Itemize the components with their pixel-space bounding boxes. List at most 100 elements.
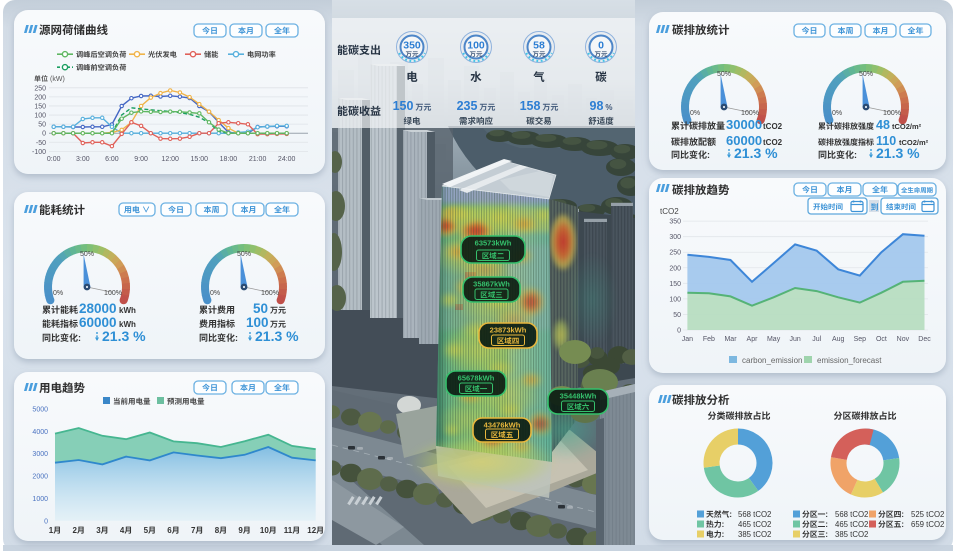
svg-text:Feb: Feb (703, 336, 715, 343)
svg-text:100: 100 (246, 315, 269, 330)
svg-text:3:00: 3:00 (76, 156, 90, 163)
svg-text:200: 200 (669, 265, 681, 272)
svg-text:568 tCO2: 568 tCO2 (835, 510, 868, 519)
svg-text:Dec: Dec (918, 336, 931, 343)
svg-text:100%: 100% (104, 290, 122, 297)
svg-text:tCO2: tCO2 (660, 207, 679, 216)
svg-text:100: 100 (34, 113, 46, 120)
svg-text:350: 350 (403, 40, 421, 52)
svg-text:21.3 %: 21.3 % (102, 328, 146, 344)
svg-text:tCO2/m²: tCO2/m² (899, 138, 929, 147)
svg-text:12:00: 12:00 (161, 156, 179, 163)
svg-text:kWh: kWh (119, 306, 136, 315)
svg-text:21.3 %: 21.3 % (876, 145, 920, 161)
svg-text:5000: 5000 (32, 407, 48, 414)
svg-text:0:00: 0:00 (47, 156, 61, 163)
svg-text:150: 150 (393, 99, 414, 113)
svg-text:(kW): (kW) (50, 76, 65, 83)
svg-text:98: 98 (590, 99, 604, 113)
svg-text:23873kWh: 23873kWh (490, 326, 527, 335)
svg-text:Aug: Aug (832, 336, 845, 343)
svg-text:Nov: Nov (897, 336, 910, 343)
svg-text:158: 158 (520, 99, 541, 113)
svg-text:7: 7 (191, 526, 196, 535)
svg-text:-50: -50 (36, 140, 46, 147)
svg-text:0: 0 (42, 131, 46, 138)
svg-text:2000: 2000 (32, 474, 48, 481)
svg-text:35867kWh: 35867kWh (473, 280, 510, 289)
svg-text:63573kWh: 63573kWh (475, 239, 512, 248)
svg-text:tCO2: tCO2 (763, 138, 783, 147)
svg-text:50: 50 (38, 122, 46, 129)
svg-text:Jan: Jan (682, 336, 693, 343)
svg-text:50%: 50% (859, 71, 873, 78)
svg-text::: : (78, 333, 81, 343)
svg-text:Sep: Sep (854, 336, 867, 343)
svg-text:60000: 60000 (726, 133, 762, 148)
svg-text::: : (707, 150, 710, 160)
svg-text:50: 50 (673, 312, 681, 319)
svg-text::: : (854, 150, 857, 160)
svg-text:kWh: kWh (119, 320, 136, 329)
svg-text:250: 250 (669, 250, 681, 257)
svg-text::: : (901, 510, 904, 519)
svg-text:6:00: 6:00 (105, 156, 119, 163)
svg-text:50%: 50% (237, 251, 251, 258)
svg-text:100%: 100% (261, 290, 279, 297)
svg-text:465 tCO2: 465 tCO2 (738, 520, 771, 529)
svg-text:0: 0 (677, 328, 681, 335)
svg-text:%: % (605, 103, 612, 112)
svg-text:1000: 1000 (32, 496, 48, 503)
svg-text:21.3 %: 21.3 % (734, 145, 778, 161)
svg-text:0: 0 (44, 518, 48, 525)
svg-text:May: May (767, 336, 781, 343)
svg-text:Jun: Jun (789, 336, 800, 343)
svg-text:10: 10 (260, 526, 269, 535)
svg-text:50%: 50% (717, 71, 731, 78)
svg-text:150: 150 (669, 281, 681, 288)
svg-text:24:00: 24:00 (278, 156, 296, 163)
svg-text:carbon_emission: carbon_emission (742, 356, 802, 365)
svg-text::: : (235, 333, 238, 343)
svg-text:Jul: Jul (812, 336, 821, 343)
svg-text:65678kWh: 65678kWh (458, 374, 495, 383)
svg-text:568 tCO2: 568 tCO2 (738, 510, 771, 519)
svg-text:30000: 30000 (726, 117, 762, 132)
svg-text:50%: 50% (80, 251, 94, 258)
svg-text:100: 100 (669, 296, 681, 303)
svg-text:0%: 0% (690, 110, 700, 117)
svg-text::: : (825, 510, 828, 519)
svg-text::: : (825, 520, 828, 529)
svg-text:tCO2: tCO2 (763, 122, 783, 131)
svg-text:4000: 4000 (32, 429, 48, 436)
svg-text:11: 11 (284, 526, 293, 535)
svg-text:150: 150 (34, 104, 46, 111)
svg-text:21:00: 21:00 (249, 156, 267, 163)
svg-text:235: 235 (457, 99, 478, 113)
svg-text:2: 2 (73, 526, 78, 535)
svg-text:525 tCO2: 525 tCO2 (911, 510, 944, 519)
svg-text:385 tCO2: 385 tCO2 (738, 530, 771, 539)
svg-text:300: 300 (669, 234, 681, 241)
svg-text:4: 4 (120, 526, 125, 535)
svg-text:1: 1 (49, 526, 54, 535)
svg-text:tCO2/m²: tCO2/m² (892, 122, 922, 131)
svg-text:3: 3 (96, 526, 101, 535)
svg-text:5: 5 (144, 526, 149, 535)
svg-text:465 tCO2: 465 tCO2 (835, 520, 868, 529)
svg-text:12: 12 (307, 526, 316, 535)
svg-text::: : (901, 520, 904, 529)
svg-text:100%: 100% (883, 110, 901, 117)
svg-text:9:00: 9:00 (134, 156, 148, 163)
svg-text:60000: 60000 (79, 315, 117, 330)
svg-text:21.3 %: 21.3 % (255, 328, 299, 344)
svg-text::: : (729, 510, 732, 519)
svg-text:18:00: 18:00 (220, 156, 238, 163)
svg-text::: : (825, 530, 828, 539)
svg-text:100%: 100% (741, 110, 759, 117)
svg-text:8: 8 (215, 526, 220, 535)
svg-text:50: 50 (253, 301, 268, 316)
svg-text::: : (722, 520, 725, 529)
svg-text:350: 350 (669, 219, 681, 226)
svg-text:0%: 0% (832, 110, 842, 117)
